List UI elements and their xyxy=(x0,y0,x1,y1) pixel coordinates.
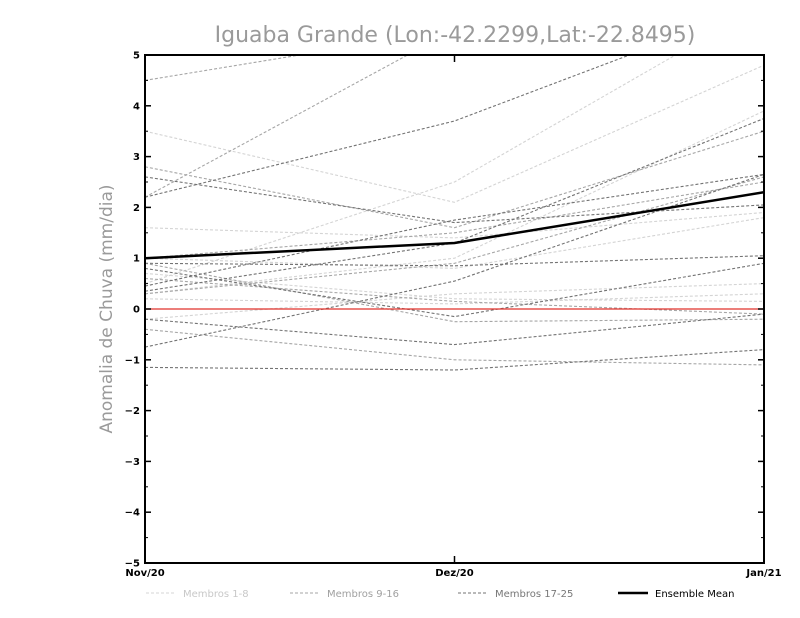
series-line-m3 xyxy=(145,55,677,285)
series-layer xyxy=(145,55,764,371)
series-line-m12 xyxy=(145,176,764,295)
y-tick-label-1: 4 xyxy=(133,101,140,112)
legend: Membros 1-8 Membros 9-16 Membros 17-25 Ense… xyxy=(146,589,734,600)
y-tick-label-8: −3 xyxy=(125,457,140,468)
y-axis-label: Anomalia de Chuva (mm/dia) xyxy=(97,184,117,433)
series-line-m7 xyxy=(145,272,764,302)
series-line-m17 xyxy=(145,55,631,198)
x-tick-label-1: Dez/20 xyxy=(435,568,474,579)
series-line-m21 xyxy=(145,349,764,371)
y-tick-label-3: 2 xyxy=(133,203,140,214)
series-line-m15 xyxy=(145,262,764,323)
series-line-m4 xyxy=(145,293,764,305)
y-tick-label-9: −4 xyxy=(125,508,140,519)
series-line-m23 xyxy=(145,173,764,287)
x-tick-label-2: Jan/21 xyxy=(745,568,781,579)
y-tick-label-5: 0 xyxy=(133,305,140,316)
series-line-m14 xyxy=(145,277,764,315)
legend-label-3: Ensemble Mean xyxy=(655,589,734,600)
y-tick-label-4: 1 xyxy=(133,254,140,265)
series-line-m16 xyxy=(145,181,764,259)
y-tick-label-7: −2 xyxy=(125,406,140,417)
y-tick-label-0: 5 xyxy=(133,51,140,62)
series-line-m22 xyxy=(145,255,764,267)
series-line-m19 xyxy=(145,313,764,346)
series-line-m11 xyxy=(145,130,764,229)
series-line-m13 xyxy=(145,328,764,366)
ensemble-mean-line xyxy=(145,190,764,260)
series-line-m2 xyxy=(145,211,764,239)
y-tick-label-10: −5 xyxy=(125,559,140,570)
series-line-m5 xyxy=(145,283,764,320)
series-line-m25 xyxy=(145,262,764,318)
legend-label-2: Membros 17-25 xyxy=(495,589,573,600)
x-tick-label-0: Nov/20 xyxy=(125,568,164,579)
legend-label-1: Membros 9-16 xyxy=(327,589,399,600)
y-tick-label-6: −1 xyxy=(125,355,140,366)
series-line-m1 xyxy=(145,64,764,203)
series-line-m18 xyxy=(145,176,764,224)
series-line-m10 xyxy=(145,55,409,198)
series-line-m20 xyxy=(145,173,764,348)
chart-title: Iguaba Grande (Lon:-42.2299,Lat:-22.8495… xyxy=(215,23,696,48)
y-tick-label-2: 3 xyxy=(133,152,140,163)
legend-label-0: Membros 1-8 xyxy=(183,589,249,600)
series-line-m24 xyxy=(145,117,764,292)
